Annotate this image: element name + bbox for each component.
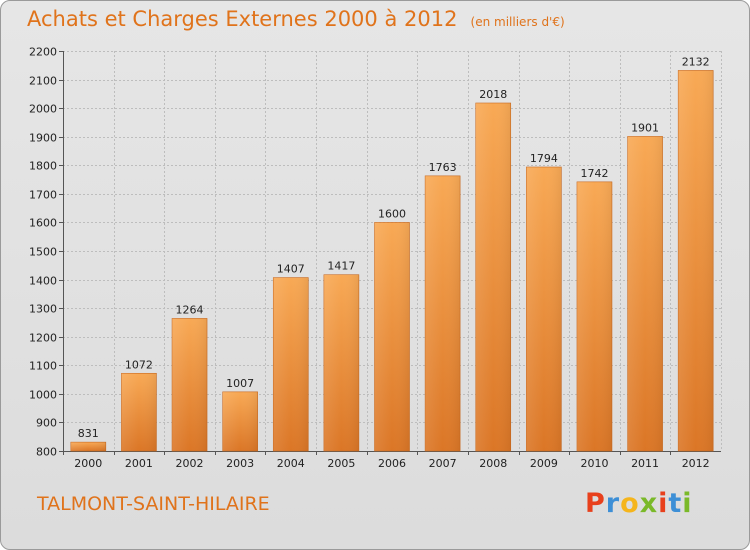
data-label: 831 — [78, 427, 99, 440]
data-label: 1264 — [176, 303, 204, 316]
bar-shade — [678, 70, 714, 451]
x-tick-label: 2009 — [530, 457, 558, 470]
bars — [70, 70, 714, 452]
bar-shade — [627, 136, 663, 451]
y-tick-label: 1200 — [29, 332, 57, 345]
logo-letter: t — [668, 488, 683, 519]
y-tick-label: 900 — [36, 417, 57, 430]
x-tick-label: 2005 — [327, 457, 355, 470]
x-tick-label: 2000 — [74, 457, 102, 470]
y-tick-label: 2200 — [29, 46, 57, 59]
bar-shade — [425, 175, 461, 451]
data-label: 1763 — [429, 161, 457, 174]
bar-shade — [70, 442, 106, 451]
data-label: 1417 — [327, 260, 355, 273]
data-label: 1742 — [580, 167, 608, 180]
x-tick-label: 2001 — [125, 457, 153, 470]
logo-letter: i — [658, 488, 669, 519]
data-label: 1794 — [530, 152, 558, 165]
proxiti-logo[interactable]: Proxiti — [585, 488, 693, 519]
data-label: 1007 — [226, 377, 254, 390]
bar-shade — [273, 277, 309, 451]
data-label: 2018 — [479, 88, 507, 101]
data-label: 1600 — [378, 207, 406, 220]
x-tick-label: 2011 — [631, 457, 659, 470]
y-tick-label: 1400 — [29, 275, 57, 288]
y-tick-label: 2100 — [29, 75, 57, 88]
y-tick-label: 2000 — [29, 103, 57, 116]
data-label: 1901 — [631, 121, 659, 134]
y-tick-label: 1000 — [29, 389, 57, 402]
x-tick-label: 2007 — [429, 457, 457, 470]
x-tick-label: 2012 — [682, 457, 710, 470]
x-tick-label: 2010 — [580, 457, 608, 470]
logo-letter: i — [682, 488, 693, 519]
data-label: 1072 — [125, 358, 153, 371]
y-tick-label: 800 — [36, 446, 57, 459]
y-tick-label: 1700 — [29, 189, 57, 202]
chart-subtitle: (en milliers d'€) — [470, 15, 565, 29]
bar-shade — [526, 167, 562, 451]
logo-letter: r — [605, 488, 621, 519]
bar-shade — [121, 373, 157, 451]
y-tick-label: 1900 — [29, 132, 57, 145]
title-row: Achats et Charges Externes 2000 à 2012 (… — [27, 7, 565, 31]
chart-title: Achats et Charges Externes 2000 à 2012 — [27, 7, 458, 31]
y-tick-label: 1100 — [29, 360, 57, 373]
bar-shade — [172, 318, 208, 451]
commune-name: TALMONT-SAINT-HILAIRE — [37, 493, 270, 515]
y-tick-label: 1800 — [29, 160, 57, 173]
y-tick-label: 1500 — [29, 246, 57, 259]
logo-letter: x — [639, 488, 659, 519]
logo-letter: P — [585, 488, 606, 519]
bar-shade — [475, 103, 511, 451]
x-tick-label: 2003 — [226, 457, 254, 470]
data-label: 2132 — [682, 55, 710, 68]
bar-shade — [374, 222, 410, 451]
data-label: 1407 — [277, 263, 305, 276]
logo-letter: o — [620, 488, 640, 519]
data-labels: 831 1072 1264 1007 1407 1417 1600 1763 2018 1794 1… — [78, 55, 710, 440]
bar-shade — [576, 181, 612, 451]
y-tick-label: 1300 — [29, 303, 57, 316]
y-tick-label: 1600 — [29, 217, 57, 230]
x-tick-label: 2002 — [176, 457, 204, 470]
bar-shade — [222, 391, 258, 451]
x-tick-label: 2008 — [479, 457, 507, 470]
x-tick-label: 2004 — [277, 457, 305, 470]
axes: 800 900 1000 1100 1200 1300 1400 1500 1600 1700 18… — [29, 46, 721, 470]
x-tick-label: 2006 — [378, 457, 406, 470]
bar-shade — [323, 274, 359, 451]
